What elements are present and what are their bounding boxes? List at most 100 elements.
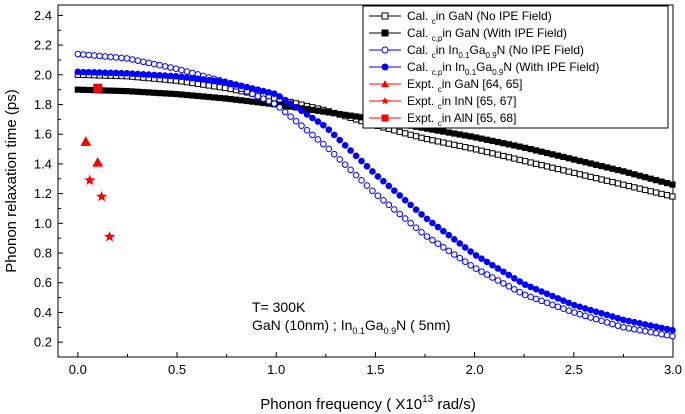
- data-point: [401, 215, 409, 222]
- data-point: [483, 136, 491, 143]
- data-point: [522, 158, 529, 165]
- data-point: [462, 132, 469, 139]
- data-point: [396, 192, 404, 199]
- data-point: [287, 100, 294, 107]
- expt-point: [92, 156, 104, 167]
- x-tick-label: 1.0: [267, 362, 285, 377]
- data-point: [96, 52, 103, 60]
- data-point: [249, 90, 256, 98]
- data-point: [445, 129, 452, 136]
- data-point: [620, 181, 627, 188]
- data-point: [391, 127, 398, 134]
- data-point: [434, 138, 442, 145]
- legend-entry: Expt. cin GaN [64, 65]: [369, 77, 522, 94]
- x-tick-label: 1.5: [366, 362, 384, 377]
- data-point: [423, 135, 431, 143]
- data-point: [467, 145, 474, 152]
- data-point: [183, 74, 191, 81]
- data-point: [412, 224, 420, 232]
- data-point: [527, 159, 534, 166]
- data-point: [341, 142, 349, 149]
- data-point: [571, 169, 578, 177]
- data-point: [161, 72, 169, 79]
- data-point: [96, 69, 103, 76]
- data-point: [603, 164, 611, 171]
- data-point: [101, 53, 109, 60]
- structure-annotation: GaN (10nm) ; In0.1Ga0.9N ( 5nm): [252, 317, 451, 336]
- x-axis-title-superscript: 13: [422, 394, 434, 405]
- data-point: [554, 152, 562, 159]
- y-tick-label: 1.8: [34, 97, 52, 112]
- data-point: [461, 258, 469, 265]
- data-point: [156, 71, 163, 79]
- data-point: [565, 155, 572, 162]
- data-point: [74, 50, 82, 58]
- data-point: [270, 90, 278, 97]
- data-point: [505, 271, 513, 279]
- data-point: [260, 95, 267, 103]
- data-point: [325, 126, 333, 133]
- data-point: [598, 317, 605, 325]
- data-point: [560, 297, 567, 304]
- data-point: [560, 167, 567, 174]
- data-point: [560, 305, 567, 313]
- expt-point: [80, 136, 92, 146]
- y-tick-label: 0.8: [34, 246, 52, 261]
- data-point: [631, 171, 638, 178]
- data-point: [85, 51, 93, 59]
- data-point: [549, 151, 556, 158]
- data-point: [467, 261, 474, 269]
- data-point: [407, 131, 414, 138]
- data-point: [390, 206, 398, 213]
- data-point: [107, 87, 114, 94]
- data-point: [162, 90, 169, 97]
- data-point: [112, 54, 120, 61]
- data-point: [641, 321, 649, 328]
- data-point: [211, 94, 218, 101]
- data-point: [423, 233, 431, 240]
- data-point: [167, 64, 174, 71]
- data-point: [380, 177, 387, 185]
- data-point: [538, 162, 545, 169]
- data-point: [669, 181, 676, 188]
- data-point: [429, 137, 436, 144]
- data-point: [543, 290, 551, 298]
- y-tick-label: 2.2: [34, 38, 52, 53]
- y-tick-label: 2.4: [34, 8, 52, 23]
- y-tick-label: 1.2: [34, 186, 52, 201]
- data-point: [527, 283, 534, 291]
- data-point: [151, 89, 158, 96]
- x-tick-label: 0.5: [168, 362, 186, 377]
- data-point: [145, 59, 153, 67]
- data-point: [451, 130, 458, 137]
- data-point: [194, 92, 201, 100]
- data-point: [401, 196, 409, 204]
- legend-marker: [381, 114, 389, 122]
- legend-marker: [381, 29, 389, 37]
- data-point: [85, 86, 92, 94]
- data-point: [292, 103, 300, 111]
- data-point: [658, 330, 665, 338]
- data-point: [543, 299, 551, 307]
- data-point: [456, 142, 463, 150]
- data-point: [440, 227, 447, 235]
- data-point: [593, 175, 600, 182]
- data-point: [473, 146, 480, 153]
- data-point: [614, 322, 622, 329]
- data-point: [494, 277, 502, 284]
- data-point: [303, 126, 311, 134]
- data-point: [341, 161, 349, 168]
- data-point: [374, 173, 382, 180]
- data-point: [238, 97, 245, 104]
- data-point: [90, 69, 98, 76]
- data-point: [156, 61, 163, 69]
- data-point: [222, 95, 229, 102]
- plot-frame: [57, 4, 674, 358]
- data-point: [134, 88, 141, 95]
- data-point: [652, 329, 660, 337]
- data-point: [598, 310, 605, 317]
- data-point: [407, 201, 414, 209]
- data-point: [582, 172, 589, 179]
- legend-entry: Cal. c,pin GaN (With IPE Field): [369, 26, 567, 43]
